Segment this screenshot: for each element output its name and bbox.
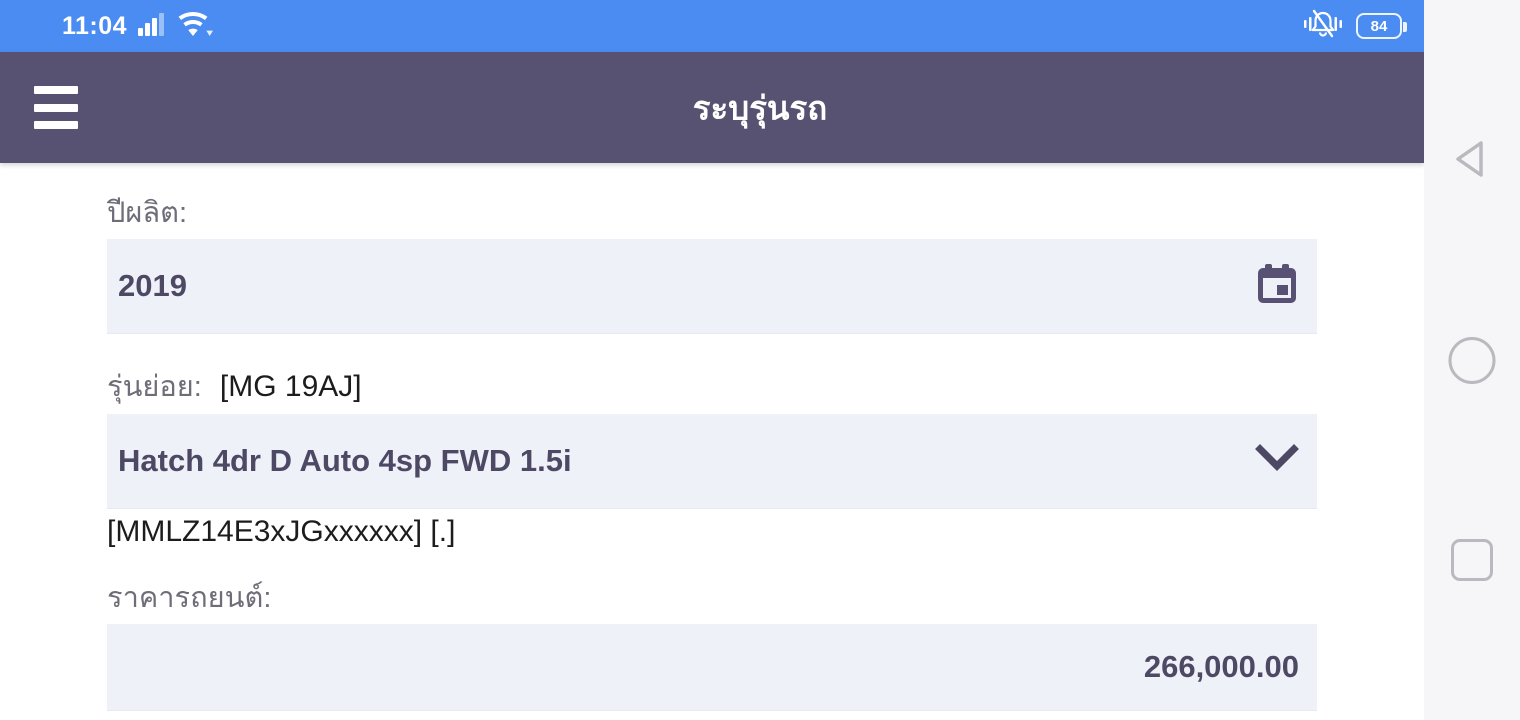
battery-level: 84 (1370, 17, 1388, 35)
submodel-label: รุ่นย่อย: (107, 371, 202, 404)
wifi-icon (177, 9, 214, 44)
app-area: 11:04 (0, 0, 1424, 712)
price-field[interactable]: 266,000.00 (107, 624, 1317, 712)
status-time: 11:04 (62, 11, 128, 40)
status-bar-left: 11:04 (62, 9, 214, 44)
page-title: ระบุรุ่นรถ (692, 89, 828, 126)
hamburger-menu-icon[interactable] (34, 86, 78, 129)
battery-icon: 84 (1356, 13, 1407, 39)
calendar-icon[interactable] (1255, 262, 1299, 311)
year-label: ปีผลิต: (107, 197, 188, 229)
android-nav-bar (1424, 0, 1520, 720)
year-field[interactable]: 2019 (107, 239, 1317, 335)
submodel-label-row: รุ่นย่อย: [MG 19AJ] (107, 370, 1317, 405)
nav-recents-icon[interactable] (1451, 539, 1493, 581)
nav-back-icon[interactable] (1449, 134, 1495, 189)
cellular-signal-icon (137, 9, 167, 44)
app-header: ระบุรุ่นรถ (0, 52, 1424, 163)
status-bar-right: 84 (1302, 8, 1407, 45)
nav-home-icon[interactable] (1448, 337, 1496, 384)
chevron-down-icon (1255, 444, 1299, 477)
vibrate-mute-icon (1302, 8, 1344, 45)
status-bar: 11:04 (0, 0, 1424, 52)
form-content: ปีผลิต: 2019 รุ่นย่อย: [MG 19AJ] (0, 197, 1424, 712)
submodel-code: [MG 19AJ] (219, 370, 362, 404)
year-value: 2019 (118, 268, 187, 304)
submodel-dropdown[interactable]: Hatch 4dr D Auto 4sp FWD 1.5i (107, 413, 1317, 509)
submodel-selected-value: Hatch 4dr D Auto 4sp FWD 1.5i (118, 442, 572, 478)
chassis-hint: [MMLZ14E3xJGxxxxxx] [.] (107, 514, 456, 548)
price-value: 266,000.00 (1143, 649, 1299, 685)
price-label: ราคารถยนต์: (107, 581, 272, 614)
